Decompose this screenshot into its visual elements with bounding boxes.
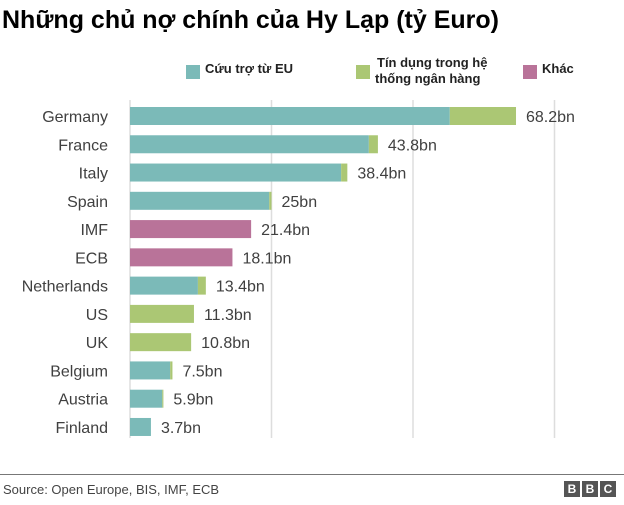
- data-label: 21.4bn: [261, 222, 310, 239]
- data-label: 7.5bn: [182, 363, 222, 380]
- legend-swatch-bank: [356, 65, 370, 79]
- legend-item-bank: Tín dụng trong hệ thống ngân hàng: [356, 55, 487, 87]
- source-text: Source: Open Europe, BIS, IMF, ECB: [3, 482, 220, 497]
- data-label: 38.4bn: [357, 166, 406, 183]
- bar-segment-bank: [341, 163, 348, 182]
- category-label: UK: [86, 335, 109, 352]
- data-label: 11.3bn: [204, 307, 252, 324]
- footer-divider: [0, 474, 624, 475]
- bar-segment-eu: [130, 191, 270, 210]
- legend-item-other: Khác: [523, 61, 574, 79]
- bbc-logo: B B C: [564, 481, 616, 497]
- bar-segment-bank: [449, 107, 517, 125]
- bar-segment-eu: [130, 417, 151, 436]
- category-label: US: [86, 307, 108, 324]
- bar-segment-eu: [130, 389, 163, 408]
- category-label: ECB: [75, 250, 108, 267]
- data-label: 13.4bn: [216, 279, 265, 296]
- category-label: Belgium: [50, 363, 108, 380]
- data-label: 18.1bn: [242, 250, 291, 267]
- data-label: 68.2bn: [526, 109, 575, 126]
- category-label: IMF: [80, 222, 108, 239]
- bar-segment-bank: [170, 361, 173, 380]
- legend-label-other: Khác: [542, 61, 574, 76]
- data-label: 43.8bn: [388, 137, 437, 154]
- legend-label-bank: Tín dụng trong hệ thống ngân hàng: [375, 55, 487, 87]
- data-label: 10.8bn: [201, 335, 250, 352]
- bar-segment-other: [130, 248, 233, 267]
- bbc-logo-b1: B: [564, 481, 580, 497]
- chart-title: Những chủ nợ chính của Hy Lạp (tỷ Euro): [2, 6, 499, 34]
- category-label: Spain: [67, 194, 108, 211]
- data-label: 25bn: [282, 194, 318, 211]
- bar-segment-eu: [130, 361, 171, 380]
- legend-label-bank-line2: thống ngân hàng: [375, 71, 481, 86]
- category-label: Italy: [79, 166, 108, 183]
- bar-segment-eu: [130, 135, 369, 154]
- bar-segment-bank: [368, 135, 378, 154]
- legend-swatch-other: [523, 65, 537, 79]
- bar-segment-bank: [130, 333, 192, 352]
- bar-segment-bank: [162, 389, 164, 408]
- category-label: Austria: [58, 392, 108, 409]
- bbc-logo-c: C: [600, 481, 616, 497]
- legend-item-eu: Cứu trợ từ EU: [186, 61, 293, 79]
- bar-segment-eu: [130, 107, 450, 125]
- legend-label-bank-line1: Tín dụng trong hệ: [377, 55, 488, 70]
- category-label: Netherlands: [22, 279, 108, 296]
- data-label: 3.7bn: [161, 420, 201, 437]
- bar-segment-bank: [130, 304, 194, 323]
- category-label: Finland: [56, 420, 108, 437]
- category-label: Germany: [42, 109, 108, 126]
- bar-segment-other: [130, 220, 252, 239]
- bar-segment-bank: [197, 276, 206, 295]
- bar-segment-bank: [269, 191, 272, 210]
- bbc-logo-b2: B: [582, 481, 598, 497]
- legend-label-eu: Cứu trợ từ EU: [205, 61, 294, 76]
- category-label: France: [58, 137, 108, 154]
- bar-segment-eu: [130, 276, 198, 295]
- legend-swatch-eu: [186, 65, 200, 79]
- bar-segment-eu: [130, 163, 342, 182]
- data-label: 5.9bn: [173, 392, 213, 409]
